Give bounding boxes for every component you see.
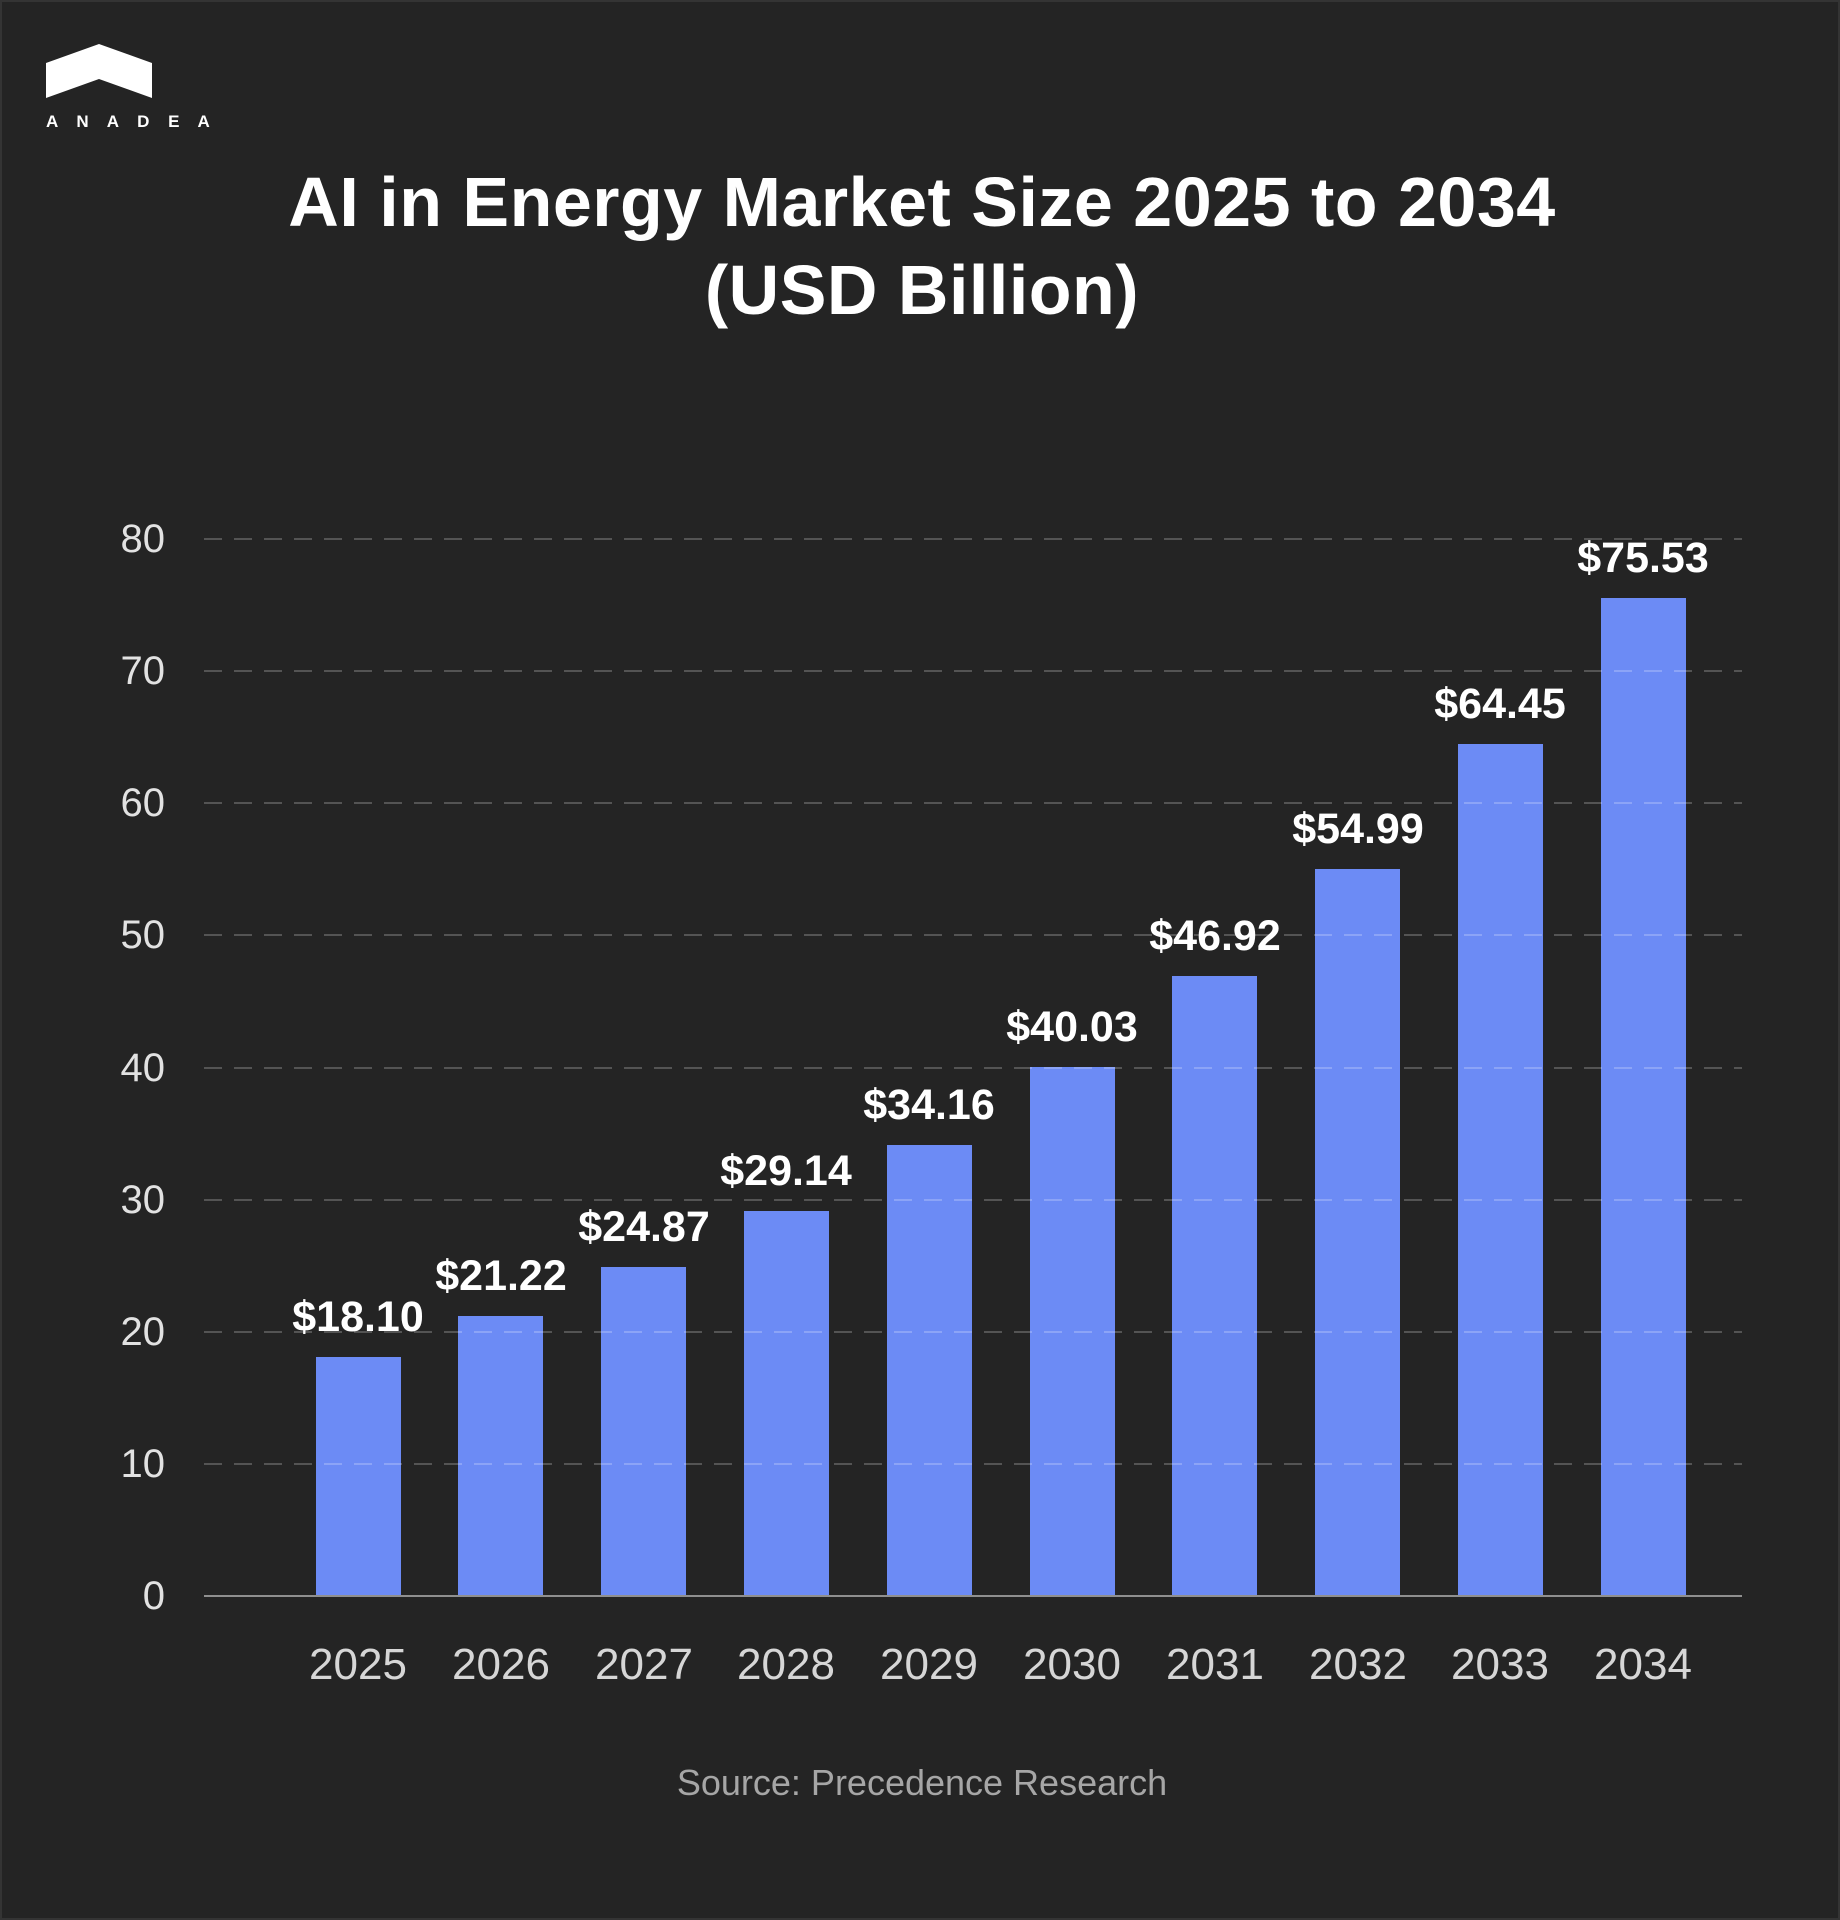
gridline-70 bbox=[204, 670, 1742, 672]
chart-title: AI in Energy Market Size 2025 to 2034 (U… bbox=[2, 158, 1838, 334]
bar-value-label-2030: $40.03 bbox=[1006, 1003, 1138, 1051]
gridline-20 bbox=[204, 1331, 1742, 1333]
y-axis-label-0: 0 bbox=[142, 1574, 165, 1618]
x-axis-label-2026: 2026 bbox=[452, 1640, 550, 1689]
bar-2027 bbox=[601, 1267, 686, 1596]
y-axis-label-20: 20 bbox=[120, 1310, 166, 1354]
bar-value-label-2026: $21.22 bbox=[435, 1252, 567, 1300]
y-axis-label-50: 50 bbox=[120, 913, 166, 957]
x-axis-label-2030: 2030 bbox=[1023, 1640, 1121, 1689]
gridline-30 bbox=[204, 1199, 1742, 1201]
gridline-40 bbox=[204, 1067, 1742, 1069]
bar-value-label-2032: $54.99 bbox=[1292, 805, 1424, 853]
gridline-10 bbox=[204, 1463, 1742, 1465]
bar-2029 bbox=[887, 1145, 972, 1596]
bar-2025 bbox=[316, 1357, 401, 1596]
gridline-50 bbox=[204, 934, 1742, 936]
chart-title-line2: (USD Billion) bbox=[704, 251, 1140, 329]
bar-value-label-2033: $64.45 bbox=[1434, 680, 1566, 728]
x-axis-label-2028: 2028 bbox=[737, 1640, 835, 1689]
bar-2031 bbox=[1172, 976, 1257, 1596]
bar-2028 bbox=[744, 1211, 829, 1596]
source-caption: Source: Precedence Research bbox=[676, 1762, 1168, 1803]
x-axis-label-2027: 2027 bbox=[595, 1640, 693, 1689]
bar-value-label-2028: $29.14 bbox=[720, 1147, 852, 1195]
chart-title-line1: AI in Energy Market Size 2025 to 2034 bbox=[288, 163, 1556, 241]
brand-block: A N A D E A bbox=[46, 44, 217, 132]
bar-2032 bbox=[1315, 869, 1400, 1596]
bar-value-label-2025: $18.10 bbox=[292, 1293, 424, 1341]
x-axis-label-2032: 2032 bbox=[1309, 1640, 1407, 1689]
y-axis-label-80: 80 bbox=[120, 517, 166, 561]
gridline-80 bbox=[204, 538, 1742, 540]
anadea-chevron-logo-icon bbox=[46, 44, 152, 98]
y-axis-label-70: 70 bbox=[120, 649, 166, 693]
bar-2026 bbox=[458, 1316, 543, 1596]
bar-value-label-2029: $34.16 bbox=[863, 1081, 995, 1129]
brand-name: A N A D E A bbox=[46, 112, 217, 131]
bar-value-label-2027: $24.87 bbox=[578, 1203, 710, 1251]
bar-value-label-2031: $46.92 bbox=[1149, 912, 1281, 960]
y-axis-label-60: 60 bbox=[120, 781, 166, 825]
x-axis-label-2034: 2034 bbox=[1594, 1640, 1692, 1689]
x-axis-label-2025: 2025 bbox=[309, 1640, 407, 1689]
gridline-60 bbox=[204, 802, 1742, 804]
y-axis-label-40: 40 bbox=[120, 1046, 166, 1090]
bar-2033 bbox=[1458, 744, 1543, 1596]
x-axis-label-2033: 2033 bbox=[1451, 1640, 1549, 1689]
x-axis-label-2029: 2029 bbox=[880, 1640, 978, 1689]
x-axis-line bbox=[204, 1595, 1742, 1597]
bar-2034 bbox=[1601, 598, 1686, 1596]
y-axis-label-30: 30 bbox=[120, 1178, 166, 1222]
bar-value-label-2034: $75.53 bbox=[1577, 534, 1709, 582]
x-axis-label-2031: 2031 bbox=[1166, 1640, 1264, 1689]
bar-2030 bbox=[1030, 1067, 1115, 1596]
y-axis-label-10: 10 bbox=[120, 1442, 166, 1486]
